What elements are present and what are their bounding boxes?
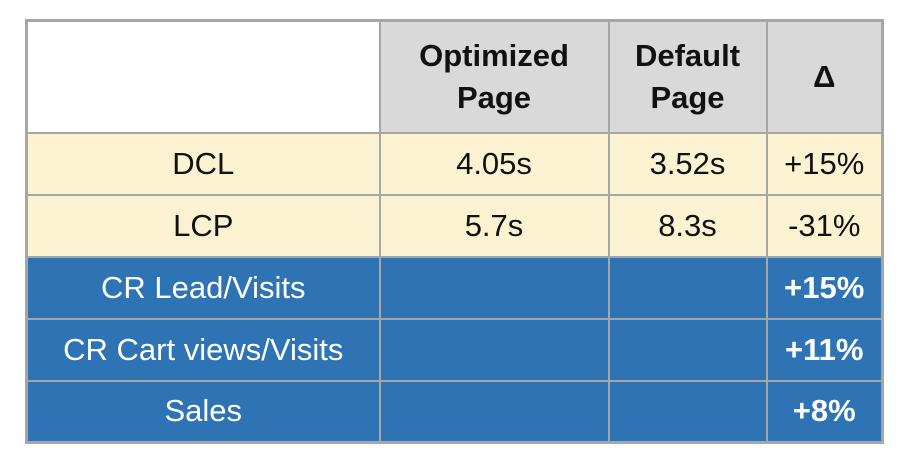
optimized-value: 5.7s: [378, 193, 610, 258]
delta-value: +15%: [765, 255, 884, 320]
delta-value: -31%: [765, 193, 884, 258]
row-label: Sales: [25, 379, 381, 444]
default-value: [607, 255, 768, 320]
delta-value: +15%: [765, 131, 884, 196]
default-value: [607, 379, 768, 444]
table-row-cr-cart-views-visits: CR Cart views/Visits +11%: [25, 317, 884, 382]
default-value: [607, 317, 768, 382]
optimized-value: [378, 255, 610, 320]
row-label: DCL: [25, 131, 381, 196]
column-header-default-page: Default Page: [607, 19, 768, 134]
table-row-lcp: LCP 5.7s 8.3s -31%: [25, 193, 884, 258]
column-header-optimized-page: Optimized Page: [378, 19, 610, 134]
row-label: CR Lead/Visits: [25, 255, 381, 320]
row-label: CR Cart views/Visits: [25, 317, 381, 382]
column-header-delta: Δ: [765, 19, 884, 134]
delta-value: +8%: [765, 379, 884, 444]
optimized-value: [378, 379, 610, 444]
corner-cell: [25, 19, 381, 134]
table-row-sales: Sales +8%: [25, 379, 884, 444]
default-value: 3.52s: [607, 131, 768, 196]
optimized-value: [378, 317, 610, 382]
delta-value: +11%: [765, 317, 884, 382]
performance-comparison-table: Optimized Page Default Page Δ DCL 4.05s …: [25, 19, 884, 444]
table-row-cr-lead-visits: CR Lead/Visits +15%: [25, 255, 884, 320]
table-row-dcl: DCL 4.05s 3.52s +15%: [25, 131, 884, 196]
header-row: Optimized Page Default Page Δ: [25, 19, 884, 134]
optimized-value: 4.05s: [378, 131, 610, 196]
row-label: LCP: [25, 193, 381, 258]
default-value: 8.3s: [607, 193, 768, 258]
